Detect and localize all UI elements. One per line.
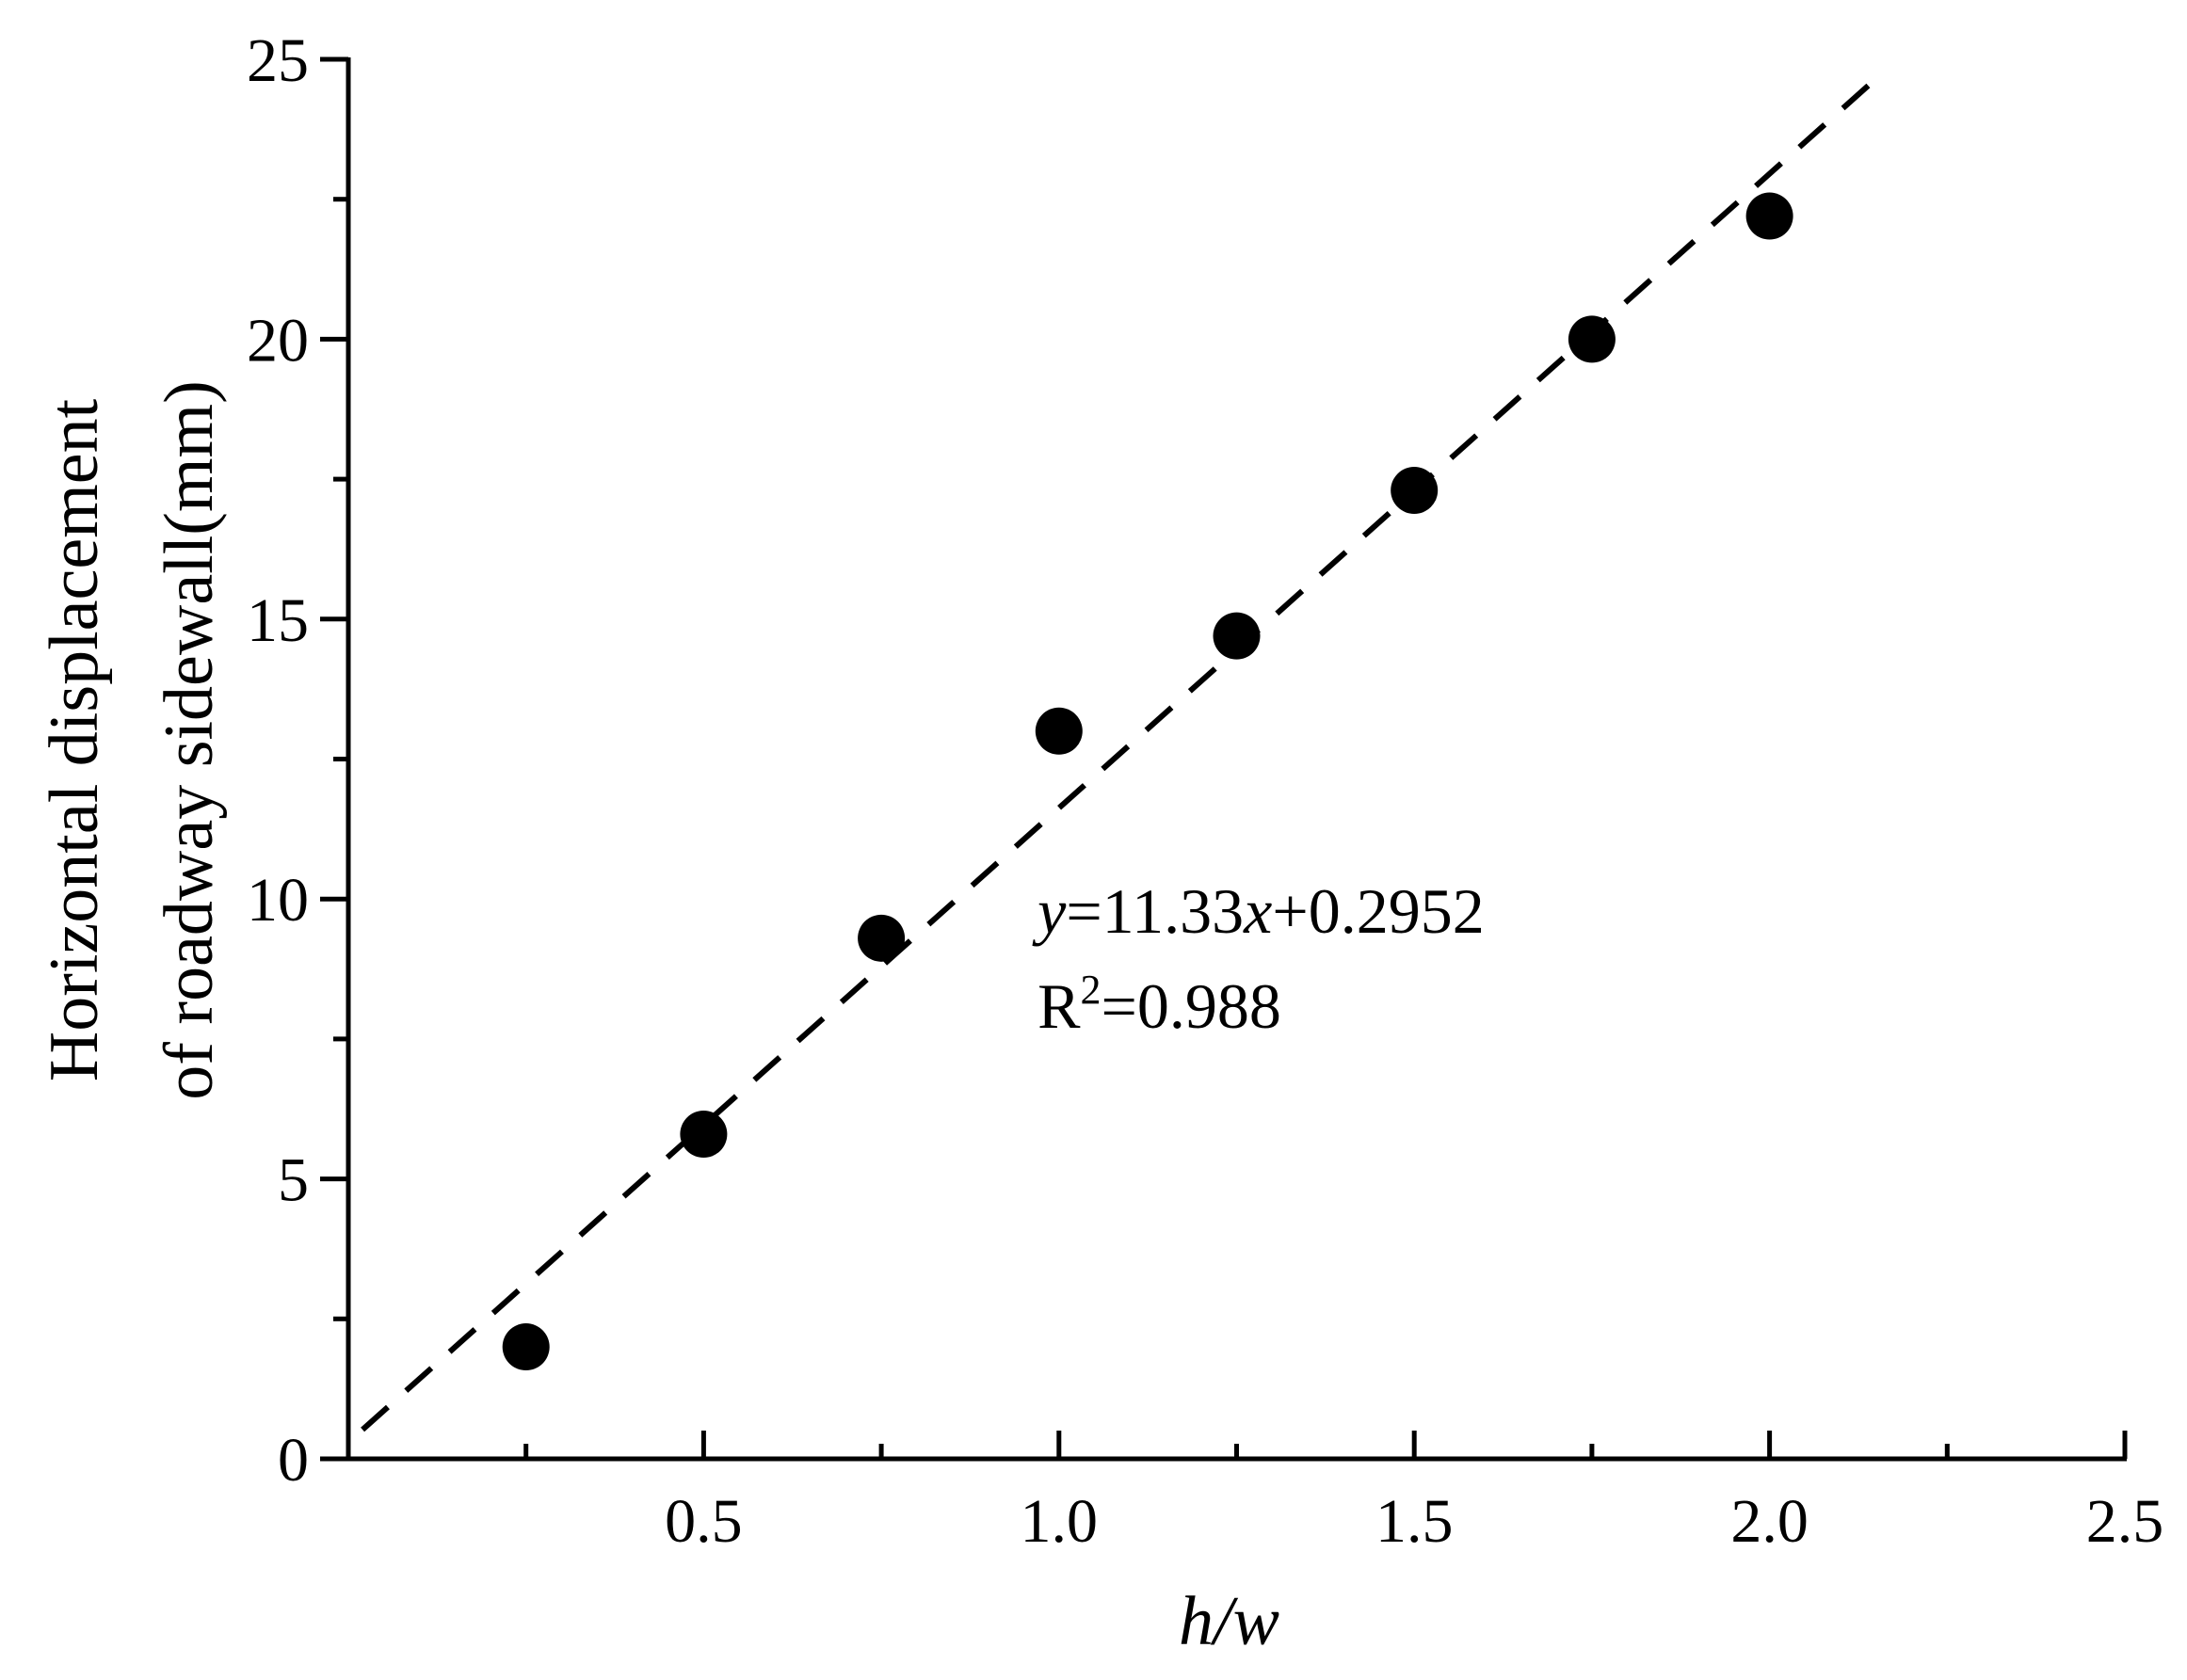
x-tick-label: 2.5 — [2086, 1487, 2164, 1556]
equation-intercept: +0.2952 — [1272, 875, 1484, 947]
data-point — [502, 1323, 550, 1371]
y-tick-label: 5 — [278, 1146, 309, 1215]
x-tick-label: 1.0 — [1021, 1487, 1099, 1556]
tick-marks — [320, 56, 2128, 1462]
equation-y-var: y — [1032, 875, 1067, 947]
fit-equation: y=11.33x+0.2952 — [1032, 875, 1485, 947]
x-tick-label: 0.5 — [665, 1487, 743, 1556]
data-point — [1391, 466, 1439, 514]
r-squared-label: R2=0.988 — [1037, 967, 1281, 1042]
y-tick-label: 10 — [247, 866, 309, 935]
data-point — [858, 914, 906, 962]
r-symbol: R — [1037, 970, 1081, 1042]
data-points — [502, 192, 1793, 1371]
y-tick-label: 20 — [247, 306, 309, 375]
x-tick-label: 1.5 — [1375, 1487, 1454, 1556]
linear-fit-line — [361, 70, 1886, 1432]
y-tick-label: 25 — [247, 26, 309, 95]
data-point — [680, 1111, 728, 1159]
tick-labels: 0 5 10 15 20 25 0.5 1.0 1.5 2.0 2.5 — [247, 26, 2163, 1556]
data-point — [1213, 612, 1261, 660]
data-point — [1035, 707, 1083, 755]
y-tick-label: 0 — [278, 1426, 309, 1495]
y-axis-title-line-1: Horizontal displacement — [36, 398, 113, 1081]
fit-line-group — [361, 70, 1886, 1432]
data-point — [1568, 315, 1616, 363]
equation-x-var: x — [1243, 875, 1272, 947]
axes — [346, 57, 2127, 1462]
y-tick-label: 15 — [247, 586, 309, 655]
r-superscript: 2 — [1081, 967, 1102, 1013]
x-tick-label: 2.0 — [1730, 1487, 1809, 1556]
r-squared-value: =0.988 — [1102, 970, 1281, 1042]
x-axis-title: h/w — [1179, 1583, 1279, 1660]
equation-slope: =11.33 — [1066, 875, 1244, 947]
data-point — [1745, 192, 1793, 240]
y-axis-title-line-2: of roadway sidewall(mm) — [151, 380, 228, 1099]
